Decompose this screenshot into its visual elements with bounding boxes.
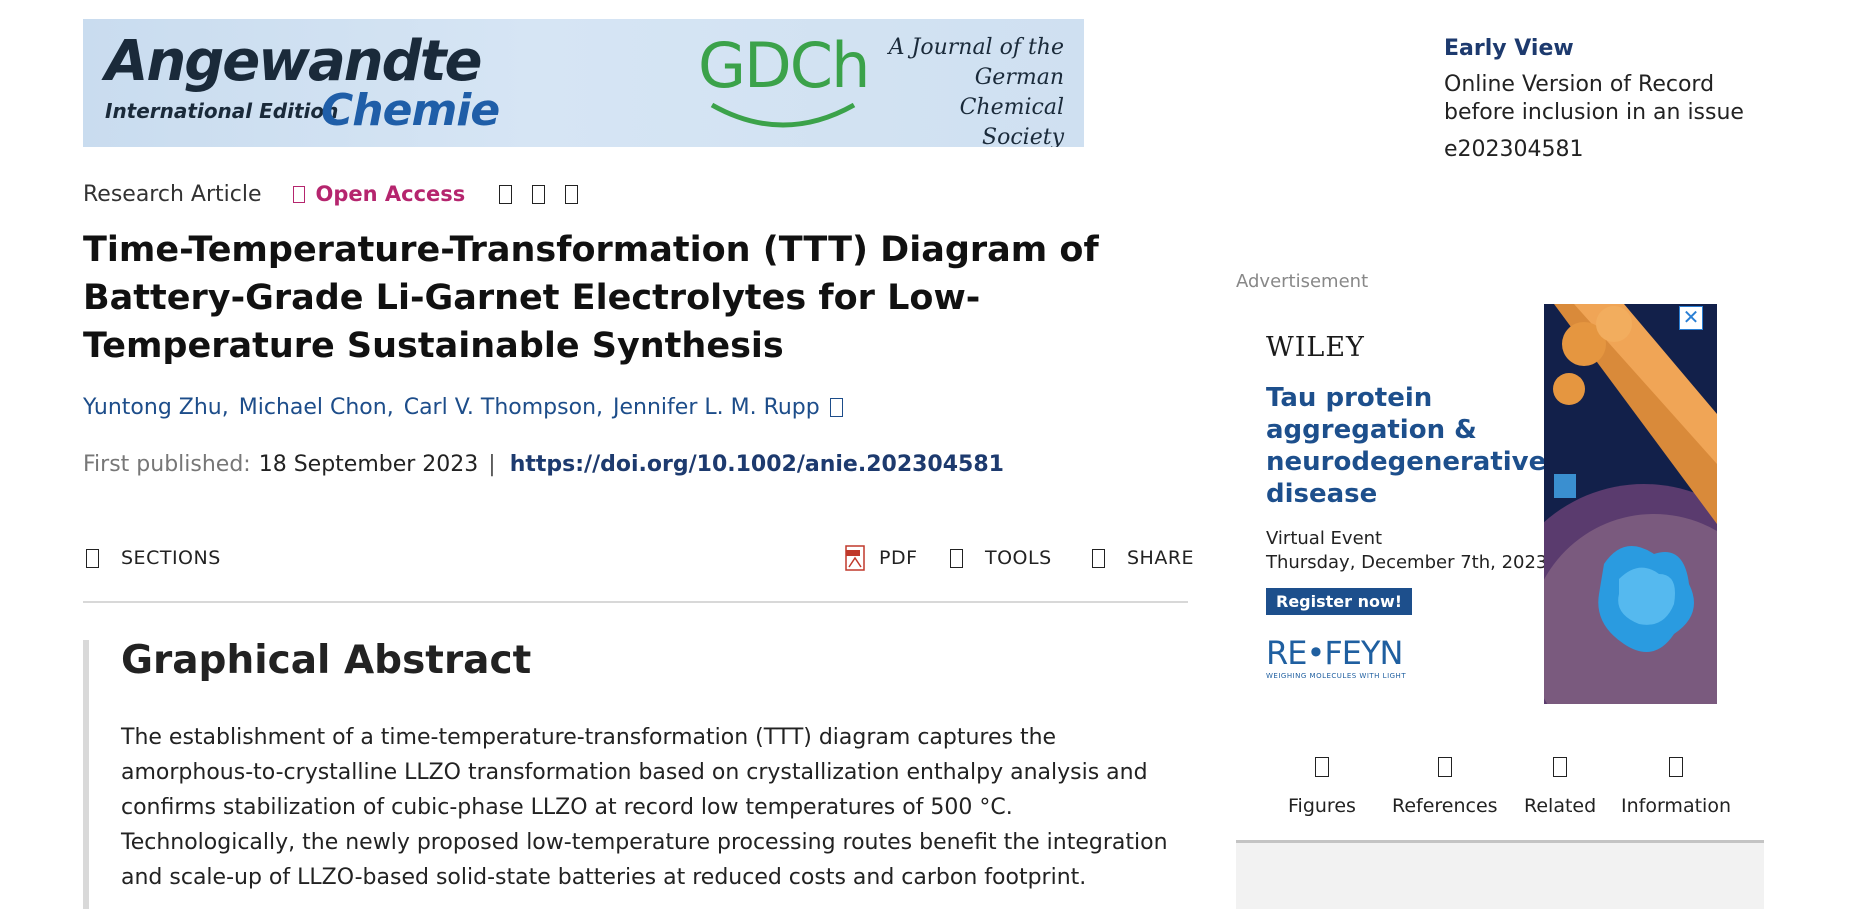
early-view-description: Online Version of Record	[1444, 72, 1715, 97]
gdch-logo: GDCh	[698, 29, 870, 102]
tab-label: References	[1392, 795, 1498, 817]
author-separator: ,	[221, 395, 229, 420]
pdf-button[interactable]: PDF	[845, 540, 918, 576]
pdf-icon	[845, 545, 865, 571]
doi-link[interactable]: https://doi.org/10.1002/anie.202304581	[509, 452, 1004, 477]
tab-label: Information	[1621, 795, 1731, 817]
share-button[interactable]: SHARE	[1092, 540, 1194, 576]
tab-content-panel	[1236, 843, 1764, 909]
author-separator: ,	[596, 395, 604, 420]
tools-label: TOOLS	[985, 547, 1052, 569]
sections-button[interactable]: SECTIONS	[86, 540, 221, 576]
tagline-line: A Journal of the	[888, 35, 1064, 60]
author-link[interactable]: Yuntong Zhu	[83, 395, 222, 420]
close-ad-button[interactable]: ✕	[1679, 306, 1703, 330]
ad-headline: Tau protein aggregation & neurodegenerat…	[1266, 383, 1547, 509]
early-view-link[interactable]: Early View	[1444, 36, 1574, 61]
unlock-icon	[293, 185, 306, 203]
references-icon	[1437, 757, 1452, 777]
article-id: e202304581	[1444, 137, 1584, 162]
right-panel-tabs: Figures References Related Information	[1236, 757, 1764, 847]
tab-information[interactable]: Information	[1621, 757, 1731, 817]
early-view-description: before inclusion in an issue	[1444, 100, 1744, 125]
published-date: 18 September 2023	[258, 452, 479, 477]
journal-banner[interactable]: Angewandte International Edition Chemie …	[83, 19, 1084, 147]
abstract-accent-bar	[83, 640, 89, 909]
author-link[interactable]: Michael Chon	[238, 395, 387, 420]
journal-name: Angewandte	[105, 29, 482, 94]
bookmark-icon[interactable]	[532, 184, 546, 204]
tab-references[interactable]: References	[1392, 757, 1498, 817]
share-icon	[1092, 548, 1105, 568]
author-link[interactable]: Jennifer L. M. Rupp	[613, 395, 820, 420]
citation-icon[interactable]	[499, 184, 513, 204]
author-link[interactable]: Carl V. Thompson	[403, 395, 597, 420]
tools-icon	[950, 548, 963, 568]
pdf-label: PDF	[879, 547, 918, 569]
author-separator: ,	[386, 395, 394, 420]
tagline-line: German	[974, 65, 1064, 90]
related-icon	[1553, 757, 1568, 777]
gdch-logo-arc	[710, 102, 856, 128]
orcid-icon[interactable]	[829, 398, 843, 417]
share-label: SHARE	[1127, 547, 1195, 569]
journal-edition: International Edition	[105, 99, 339, 123]
information-icon	[1668, 757, 1683, 777]
publication-info: First published: 18 September 2023 | htt…	[83, 452, 1004, 477]
tools-button[interactable]: TOOLS	[950, 540, 1052, 576]
article-title: Time-Temperature-Transformation (TTT) Di…	[83, 230, 1099, 366]
advertisement-label: Advertisement	[1236, 271, 1369, 292]
published-label: First published:	[83, 452, 251, 477]
open-access-label: Open Access	[315, 182, 466, 206]
author-list: Yuntong Zhu, Michael Chon, Carl V. Thomp…	[83, 395, 843, 420]
tagline-line: Chemical Society	[959, 95, 1064, 147]
abstract-heading: Graphical Abstract	[121, 638, 532, 683]
article-toolbar: SECTIONS PDF TOOLS SHARE	[83, 540, 1194, 576]
figures-icon	[1314, 757, 1329, 777]
sections-icon	[86, 548, 99, 568]
abstract-text: The establishment of a time-temperature-…	[121, 725, 1168, 890]
tab-label: Related	[1524, 795, 1597, 817]
tab-label: Figures	[1288, 795, 1356, 817]
published-separator: |	[488, 452, 496, 477]
journal-subtitle: Chemie	[321, 85, 500, 136]
tab-figures[interactable]: Figures	[1288, 757, 1356, 817]
advertisement-banner[interactable]: WILEY Tau protein aggregation & neurodeg…	[1236, 304, 1717, 704]
alert-icon[interactable]	[565, 184, 579, 204]
ad-event-date: Thursday, December 7th, 2023	[1266, 552, 1548, 573]
society-tagline: A Journal of the German Chemical Society	[874, 33, 1064, 147]
refeyn-tagline: WEIGHING MOLECULES WITH LIGHT	[1266, 672, 1407, 680]
article-type: Research Article	[83, 181, 262, 207]
open-access-link[interactable]: Open Access	[293, 182, 465, 206]
sections-label: SECTIONS	[121, 547, 221, 569]
tabs-divider	[1236, 840, 1764, 843]
register-button[interactable]: Register now!	[1266, 588, 1413, 615]
refeyn-logo: RE•FEYN	[1266, 634, 1403, 672]
article-action-icons	[499, 184, 579, 204]
ad-event-type: Virtual Event	[1266, 528, 1383, 549]
wiley-logo: WILEY	[1266, 332, 1365, 363]
toolbar-divider	[83, 601, 1188, 603]
protein-illustration	[1544, 304, 1717, 704]
tab-related[interactable]: Related	[1524, 757, 1596, 817]
article-meta-row: Research Article Open Access	[83, 180, 579, 208]
